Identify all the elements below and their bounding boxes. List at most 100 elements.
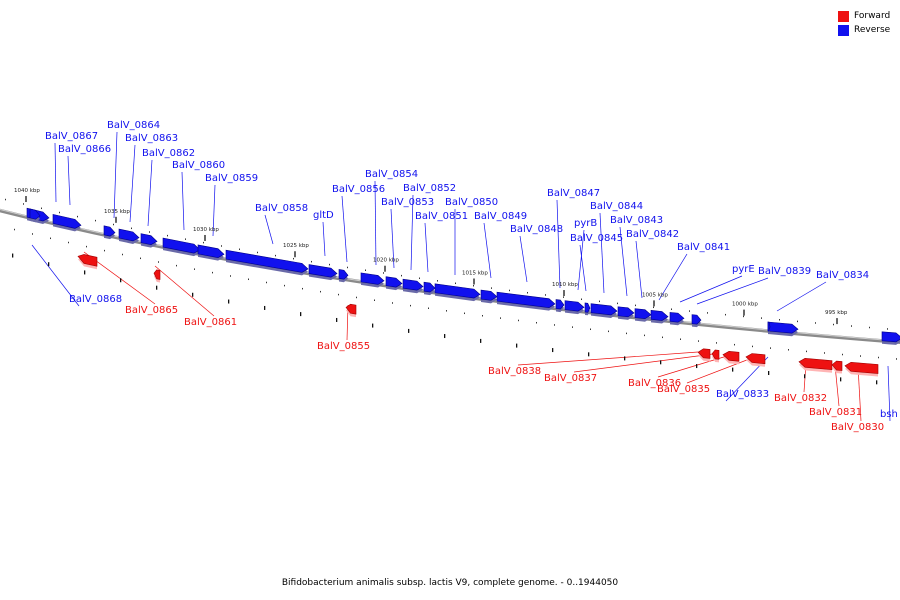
gene-arrow	[669, 312, 685, 323]
gene-arrow	[29, 208, 41, 220]
label-balv-0868: BalV_0868	[69, 294, 122, 305]
gene-balv-0850	[434, 283, 481, 302]
minor-tick	[5, 198, 6, 201]
leader-balv-0867	[54, 142, 57, 203]
gene-balv-0865	[77, 254, 98, 270]
minor-tick	[185, 238, 186, 240]
gene-balv-0858	[225, 249, 309, 276]
leader-balv-0835	[686, 357, 753, 384]
minor-tick	[194, 268, 195, 270]
scale-label: 1035 kbp	[104, 209, 130, 215]
label-balv-0862: BalV_0862	[142, 148, 195, 159]
minor-tick	[167, 234, 168, 237]
ruler-minor-ticks	[5, 198, 897, 385]
scale-label: 1040 kbp	[14, 188, 40, 194]
gene-balv-0843	[617, 306, 635, 320]
gene-balv-0860	[162, 237, 201, 257]
label-balv-0843: BalV_0843	[610, 215, 663, 226]
gene-arrow	[844, 361, 879, 374]
minor-tick	[176, 264, 177, 267]
label-balv-0849: BalV_0849	[474, 211, 527, 222]
scale-label: 1000 kbp	[732, 302, 758, 308]
gene-arrow	[162, 237, 201, 254]
scale-label: 1015 kbp	[462, 271, 488, 277]
minor-tick	[41, 207, 42, 210]
gene-arrow	[338, 269, 349, 280]
major-tick	[840, 377, 842, 382]
minor-tick	[275, 254, 276, 257]
minor-tick	[374, 299, 375, 301]
leader-balv-0837	[573, 353, 714, 373]
legend-reverse-label: Reverse	[854, 25, 891, 35]
minor-tick	[104, 249, 105, 252]
minor-tick	[698, 340, 699, 342]
label-balv-0853: BalV_0853	[381, 197, 434, 208]
minor-tick	[689, 310, 690, 312]
gene-arrow	[767, 321, 799, 334]
minor-tick	[311, 260, 312, 263]
minor-tick	[122, 253, 123, 256]
minor-tick	[590, 328, 591, 331]
minor-tick	[545, 294, 546, 296]
major-tick	[552, 348, 554, 353]
gene-arrow	[590, 303, 618, 316]
leader-balv-0862	[147, 159, 153, 227]
minor-tick	[491, 287, 492, 289]
label-balv-0852: BalV_0852	[403, 183, 456, 194]
minor-tick	[149, 231, 150, 233]
legend-forward-label: Forward	[854, 11, 891, 21]
major-tick	[660, 360, 662, 365]
leader-balv-0838	[517, 351, 699, 366]
label-balv-0854: BalV_0854	[365, 169, 418, 180]
minor-tick	[293, 257, 294, 260]
map-caption: Bifidobacterium animalis subsp. lactis V…	[281, 578, 619, 588]
minor-tick	[770, 347, 771, 349]
minor-tick	[437, 280, 438, 282]
leader-bsh	[887, 365, 891, 422]
minor-tick	[806, 350, 807, 353]
gene-arrow	[77, 254, 98, 267]
label-balv-0863: BalV_0863	[125, 133, 178, 144]
leader-pyrb	[577, 229, 585, 291]
major-tick	[696, 364, 698, 369]
leader-balv-0852	[410, 194, 414, 271]
leader-balv-0842	[635, 240, 643, 299]
major-tick	[480, 338, 482, 343]
minor-tick	[761, 317, 762, 319]
leader-balv-0839	[696, 277, 769, 305]
gene-arrow	[118, 228, 140, 242]
label-balv-0832: BalV_0832	[774, 393, 827, 404]
minor-tick	[554, 324, 555, 326]
minor-tick	[662, 336, 663, 339]
minor-tick	[302, 287, 303, 290]
minor-tick	[500, 317, 501, 319]
gene-balv-0839	[691, 314, 702, 328]
label-balv-0841: BalV_0841	[677, 242, 730, 253]
minor-tick	[824, 352, 825, 354]
label-balv-0850: BalV_0850	[445, 197, 498, 208]
minor-tick	[509, 289, 510, 292]
label-balv-0855: BalV_0855	[317, 341, 370, 352]
gene-balv-0861	[153, 269, 161, 283]
scale-label: 1030 kbp	[193, 227, 219, 233]
minor-tick	[59, 211, 60, 214]
label-balv-0839: BalV_0839	[758, 266, 811, 277]
minor-tick	[653, 306, 654, 309]
gene-arrow	[634, 308, 652, 320]
label-gltd: gltD	[313, 210, 334, 221]
minor-tick	[365, 269, 366, 271]
gene-balv-0868	[29, 208, 41, 223]
minor-tick	[284, 284, 285, 287]
gene-balv-0844	[590, 303, 618, 318]
label-balv-0837: BalV_0837	[544, 373, 597, 384]
minor-tick	[410, 304, 411, 307]
major-tick	[408, 328, 410, 333]
label-balv-0836: BalV_0836	[628, 378, 681, 389]
minor-tick	[815, 322, 816, 324]
minor-tick	[743, 315, 744, 318]
gene-arrow	[564, 300, 585, 312]
label-balv-0858: BalV_0858	[255, 203, 308, 214]
gene-balv-0841	[650, 310, 669, 324]
gene-arrow	[496, 291, 556, 308]
